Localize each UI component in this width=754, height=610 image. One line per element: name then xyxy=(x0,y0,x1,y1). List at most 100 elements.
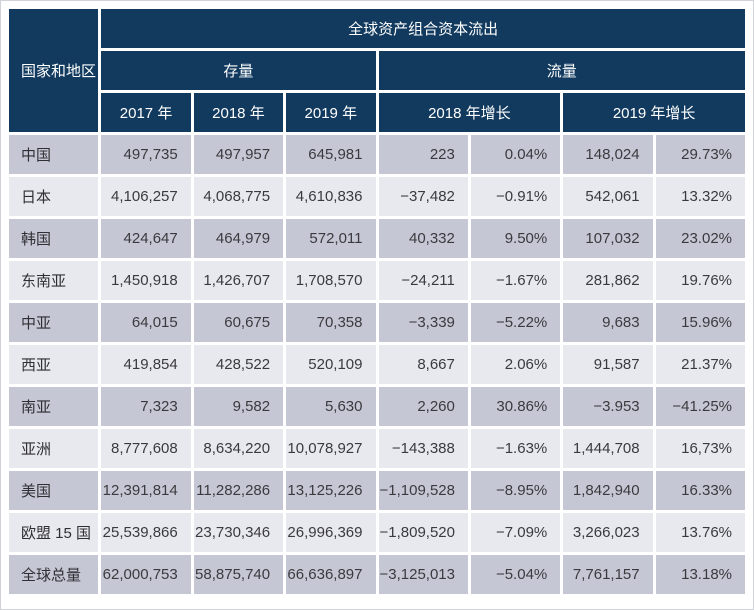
data-cell: 2.06% xyxy=(470,345,561,384)
col-header-2019: 2019 年 xyxy=(286,93,376,132)
col-header-growth-2019: 2019 年增长 xyxy=(563,93,745,132)
data-cell: 419,854 xyxy=(101,345,191,384)
data-cell: 645,981 xyxy=(286,135,376,174)
table-row: 美国 12,391,814 11,282,286 13,125,226 −1,109,5… xyxy=(9,471,745,510)
data-cell: −5.22% xyxy=(470,303,561,342)
row-label: 全球总量 xyxy=(9,555,99,594)
data-cell: 8,667 xyxy=(378,345,468,384)
table-row: 韩国 424,647 464,979 572,011 40,332 9.50% 107,03… xyxy=(9,219,745,258)
data-cell: 62,000,753 xyxy=(101,555,191,594)
data-cell: 13.18% xyxy=(655,555,745,594)
data-cell: −24,211 xyxy=(378,261,468,300)
row-label: 南亚 xyxy=(9,387,99,426)
data-cell: 497,957 xyxy=(193,135,284,174)
data-cell: 26,996,369 xyxy=(286,513,376,552)
data-cell: −143,388 xyxy=(378,429,468,468)
table-row: 南亚 7,323 9,582 5,630 2,260 30.86% −3.953 −41.25… xyxy=(9,387,745,426)
data-cell: 10,078,927 xyxy=(286,429,376,468)
data-cell: 1,426,707 xyxy=(193,261,284,300)
data-cell: 23.02% xyxy=(655,219,745,258)
table-row: 中国 497,735 497,957 645,981 223 0.04% 148,024 29… xyxy=(9,135,745,174)
table-row: 中亚 64,015 60,675 70,358 −3,339 −5.22% 9,683 15.… xyxy=(9,303,745,342)
data-cell: 58,875,740 xyxy=(193,555,284,594)
data-cell: 23,730,346 xyxy=(193,513,284,552)
data-cell: 13,125,226 xyxy=(286,471,376,510)
data-cell: 1,708,570 xyxy=(286,261,376,300)
data-cell: −37,482 xyxy=(378,177,468,216)
data-cell: 148,024 xyxy=(563,135,653,174)
data-cell: 60,675 xyxy=(193,303,284,342)
row-label: 美国 xyxy=(9,471,99,510)
data-cell: 497,735 xyxy=(101,135,191,174)
data-cell: 66,636,897 xyxy=(286,555,376,594)
header-row-groups: 存量 流量 xyxy=(9,51,745,90)
data-cell: 281,862 xyxy=(563,261,653,300)
data-cell: 3,266,023 xyxy=(563,513,653,552)
row-label: 西亚 xyxy=(9,345,99,384)
data-cell: 5,630 xyxy=(286,387,376,426)
header-row-title: 国家和地区 全球资产组合资本流出 xyxy=(9,9,745,132)
data-cell: 1,842,940 xyxy=(563,471,653,510)
data-cell: 4,068,775 xyxy=(193,177,284,216)
data-cell: 30.86% xyxy=(470,387,561,426)
capital-outflow-table: 国家和地区 全球资产组合资本流出 存量 流量 2017 年 2018 年 201… xyxy=(6,6,748,597)
group-header-stock: 存量 xyxy=(101,51,376,90)
header-row-years: 2017 年 2018 年 2019 年 2018 年增长 2019 年增长 xyxy=(9,93,745,132)
data-cell: −0.91% xyxy=(470,177,561,216)
data-cell: −1,809,520 xyxy=(378,513,468,552)
data-cell: 13.32% xyxy=(655,177,745,216)
row-label: 中国 xyxy=(9,135,99,174)
data-cell: 542,061 xyxy=(563,177,653,216)
table-body: 中国 497,735 497,957 645,981 223 0.04% 148,024 29… xyxy=(9,135,745,594)
row-label: 亚洲 xyxy=(9,429,99,468)
data-cell: 4,106,257 xyxy=(101,177,191,216)
data-cell: 12,391,814 xyxy=(101,471,191,510)
data-cell: 424,647 xyxy=(101,219,191,258)
data-cell: 70,358 xyxy=(286,303,376,342)
data-cell: 464,979 xyxy=(193,219,284,258)
data-cell: 107,032 xyxy=(563,219,653,258)
col-header-2017: 2017 年 xyxy=(101,93,191,132)
row-label: 中亚 xyxy=(9,303,99,342)
table-row: 欧盟 15 国 25,539,866 23,730,346 26,996,369 −1,… xyxy=(9,513,745,552)
table-row: 西亚 419,854 428,522 520,109 8,667 2.06% 91,587 2… xyxy=(9,345,745,384)
data-cell: 40,332 xyxy=(378,219,468,258)
data-cell: 64,015 xyxy=(101,303,191,342)
col-header-2018: 2018 年 xyxy=(193,93,284,132)
data-cell: 16,73% xyxy=(655,429,745,468)
data-cell: 572,011 xyxy=(286,219,376,258)
data-cell: 91,587 xyxy=(563,345,653,384)
data-cell: 7,761,157 xyxy=(563,555,653,594)
data-cell: 1,444,708 xyxy=(563,429,653,468)
data-cell: 9,582 xyxy=(193,387,284,426)
data-cell: 21.37% xyxy=(655,345,745,384)
data-cell: −1.63% xyxy=(470,429,561,468)
data-cell: 9.50% xyxy=(470,219,561,258)
data-cell: 8,634,220 xyxy=(193,429,284,468)
data-cell: 4,610,836 xyxy=(286,177,376,216)
table-title: 全球资产组合资本流出 xyxy=(101,9,745,48)
data-cell: 0.04% xyxy=(470,135,561,174)
data-cell: −3,339 xyxy=(378,303,468,342)
table-header: 国家和地区 全球资产组合资本流出 存量 流量 2017 年 2018 年 201… xyxy=(9,9,745,132)
table-row: 全球总量 62,000,753 58,875,740 66,636,897 −3,125… xyxy=(9,555,745,594)
data-cell: 9,683 xyxy=(563,303,653,342)
data-cell: 16.33% xyxy=(655,471,745,510)
data-cell: −3,125,013 xyxy=(378,555,468,594)
data-cell: 19.76% xyxy=(655,261,745,300)
data-cell: 25,539,866 xyxy=(101,513,191,552)
row-label: 东南亚 xyxy=(9,261,99,300)
data-cell: −3.953 xyxy=(563,387,653,426)
data-cell: −1,109,528 xyxy=(378,471,468,510)
table-row: 亚洲 8,777,608 8,634,220 10,078,927 −143,388 −1… xyxy=(9,429,745,468)
data-cell: −8.95% xyxy=(470,471,561,510)
row-label: 欧盟 15 国 xyxy=(9,513,99,552)
row-label: 日本 xyxy=(9,177,99,216)
data-cell: 2,260 xyxy=(378,387,468,426)
table-row: 东南亚 1,450,918 1,426,707 1,708,570 −24,211 −1.… xyxy=(9,261,745,300)
data-cell: −7.09% xyxy=(470,513,561,552)
data-cell: 7,323 xyxy=(101,387,191,426)
data-cell: −5.04% xyxy=(470,555,561,594)
data-cell: 223 xyxy=(378,135,468,174)
